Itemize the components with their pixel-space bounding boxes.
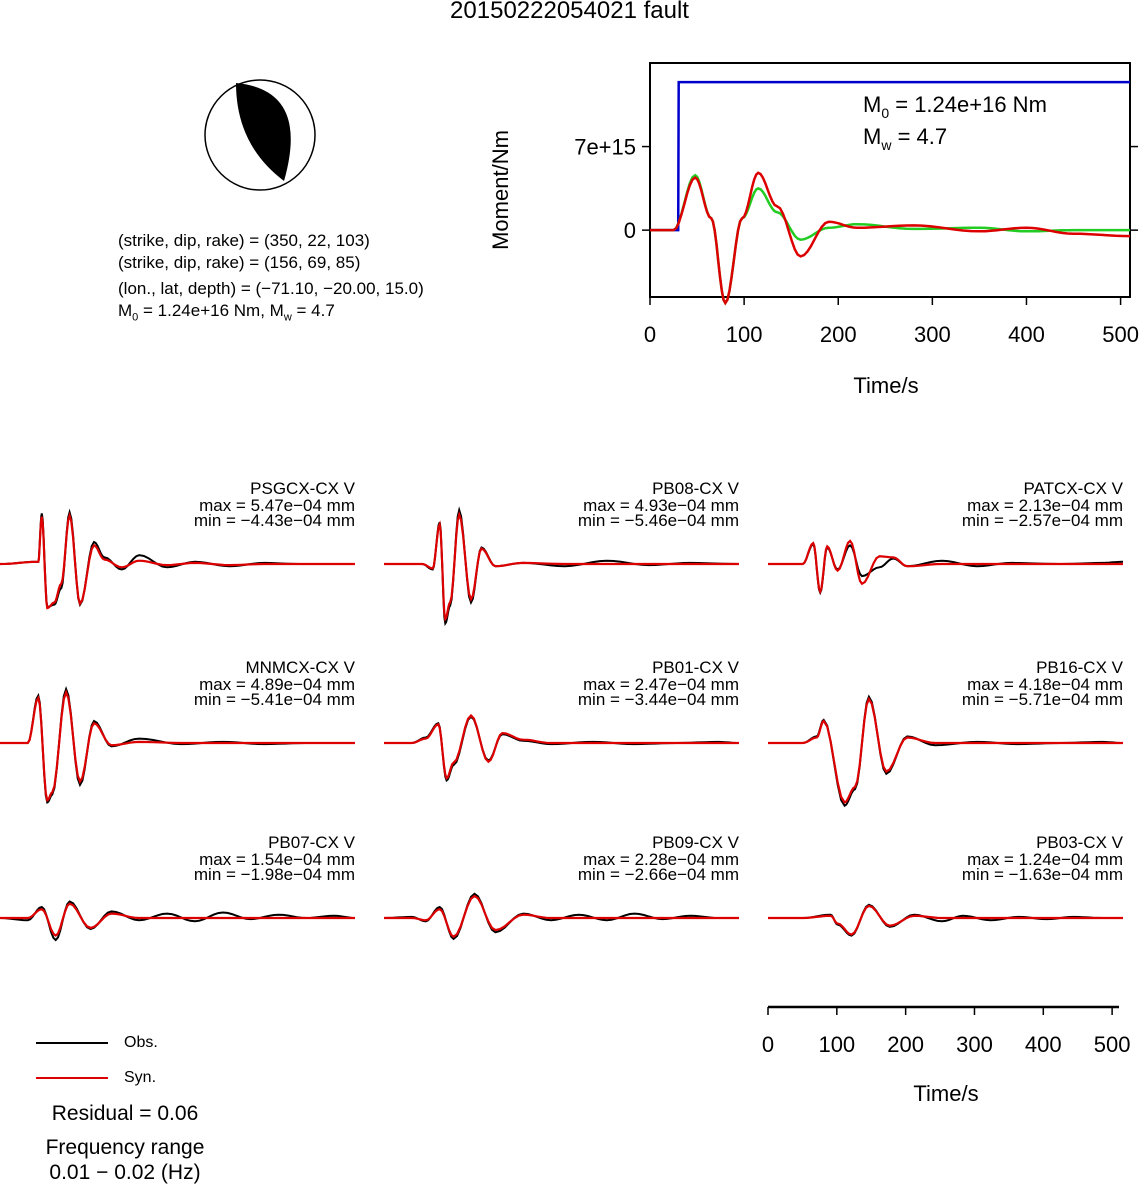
synthetic-trace xyxy=(384,510,739,622)
residual-text: Residual = 0.06 xyxy=(51,1102,199,1125)
stf-ylabel: Moment/Nm xyxy=(488,130,513,250)
station-name: MNMCX-CX V xyxy=(245,658,355,677)
station-min: min = −1.63e−04 mm xyxy=(962,865,1123,884)
location-line: (lon., lat, depth) = (−71.10, −20.00, 15… xyxy=(118,279,424,298)
beachball-compressional-quadrant xyxy=(236,83,291,181)
stf-xtick-label: 300 xyxy=(914,322,951,347)
station-name: PSGCX-CX V xyxy=(250,479,356,498)
legend xyxy=(36,1042,108,1079)
stf-frame xyxy=(649,62,1131,298)
focal-params-line-2: (strike, dip, rake) = (156, 69, 85) xyxy=(118,253,361,272)
observed-trace xyxy=(768,694,1124,808)
stf-xtick-label: 400 xyxy=(1008,322,1045,347)
station-max: max = 1.54e−04 mm xyxy=(199,850,355,869)
station-name: PB16-CX V xyxy=(1036,658,1124,677)
moment-m-label: M xyxy=(118,301,133,320)
stf-xtick-label: 100 xyxy=(726,322,763,347)
waveform-xtick-label: 300 xyxy=(956,1032,993,1057)
frequency-title: Frequency range xyxy=(45,1136,205,1159)
station-name: PB08-CX V xyxy=(652,479,740,498)
legend-syn-label: Syn. xyxy=(124,1069,157,1086)
stf-ytick-label: 0 xyxy=(624,218,636,243)
focal-params-line-1: (strike, dip, rake) = (350, 22, 103) xyxy=(118,231,370,250)
figure-title: 20150222054021 fault xyxy=(450,0,689,24)
waveform-xtick-label: 500 xyxy=(1094,1032,1131,1057)
observed-trace xyxy=(768,903,1123,937)
station-name: PB03-CX V xyxy=(1036,833,1124,852)
station-max: max = 5.47e−04 mm xyxy=(199,496,355,515)
waveform-xtick-label: 0 xyxy=(762,1032,774,1057)
station-min: min = −2.66e−04 mm xyxy=(578,865,739,884)
stf-m0-annotation: M0 = 1.24e+16 Nm xyxy=(863,92,1047,121)
station-min: min = −5.41e−04 mm xyxy=(194,690,355,709)
synthetic-trace xyxy=(0,902,355,938)
station-min: min = −1.98e−04 mm xyxy=(194,865,355,884)
mw-value: = 4.7 xyxy=(291,301,335,320)
waveform-xlabel: Time/s xyxy=(913,1081,978,1106)
stf-rate-line xyxy=(650,171,1131,306)
station-max: max = 1.24e−04 mm xyxy=(967,850,1123,869)
stf-xtick-label: 0 xyxy=(644,322,656,347)
synthetic-trace xyxy=(0,689,355,802)
station-max: max = 2.28e−04 mm xyxy=(583,850,739,869)
waveform-xtick-label: 200 xyxy=(887,1032,924,1057)
mw-sub: w xyxy=(283,311,292,324)
observed-trace xyxy=(383,892,739,941)
observed-trace xyxy=(384,715,740,783)
frequency-value: 0.01 − 0.02 (Hz) xyxy=(49,1161,201,1184)
station-min: min = −5.46e−04 mm xyxy=(578,511,739,530)
stf-mw-annotation: Mw = 4.7 xyxy=(863,124,947,153)
synthetic-trace xyxy=(768,696,1123,804)
station-max: max = 2.47e−04 mm xyxy=(583,675,739,694)
synthetic-trace xyxy=(384,894,739,939)
synthetic-trace xyxy=(384,713,739,781)
station-max: max = 2.13e−04 mm xyxy=(967,496,1123,515)
synthetic-trace xyxy=(768,904,1123,936)
stf-plot: Moment/Nm Time/s M0 = 1.24e+16 Nm Mw = 4… xyxy=(488,62,1139,398)
station-name: PATCX-CX V xyxy=(1024,479,1124,498)
moment-line: M0 = 1.24e+16 Nm, Mw = 4.7 xyxy=(118,300,424,328)
stf-xtick-label: 500 xyxy=(1102,322,1139,347)
station-min: min = −2.57e−04 mm xyxy=(962,511,1123,530)
stf-xtick-label: 200 xyxy=(820,322,857,347)
waveform-time-axis: Time/s 0 100 200 300 400 500 xyxy=(762,1005,1131,1106)
station-min: min = −4.43e−04 mm xyxy=(194,511,355,530)
beachball-diagram xyxy=(204,79,316,191)
station-name: PB07-CX V xyxy=(268,833,356,852)
station-max: max = 4.18e−04 mm xyxy=(967,675,1123,694)
station-max: max = 4.93e−04 mm xyxy=(583,496,739,515)
station-name: PB01-CX V xyxy=(652,658,740,677)
station-max: max = 4.89e−04 mm xyxy=(199,675,355,694)
moment-sub: 0 xyxy=(132,311,139,324)
station-min: min = −3.44e−04 mm xyxy=(578,690,739,709)
waveform-xtick-label: 400 xyxy=(1025,1032,1062,1057)
stf-ytick-label: 7e+15 xyxy=(574,135,636,160)
station-min: min = −5.71e−04 mm xyxy=(962,690,1123,709)
legend-obs-label: Obs. xyxy=(124,1034,158,1051)
station-name: PB09-CX V xyxy=(652,833,740,852)
moment-mid: = 1.24e+16 Nm, M xyxy=(138,301,284,320)
stf-xlabel: Time/s xyxy=(853,373,918,398)
synthetic-trace xyxy=(768,539,1123,595)
waveform-xtick-label: 100 xyxy=(818,1032,855,1057)
focal-params-block: (strike, dip, rake) = (350, 22, 103) (st… xyxy=(118,230,424,328)
synthetic-trace xyxy=(0,511,355,610)
